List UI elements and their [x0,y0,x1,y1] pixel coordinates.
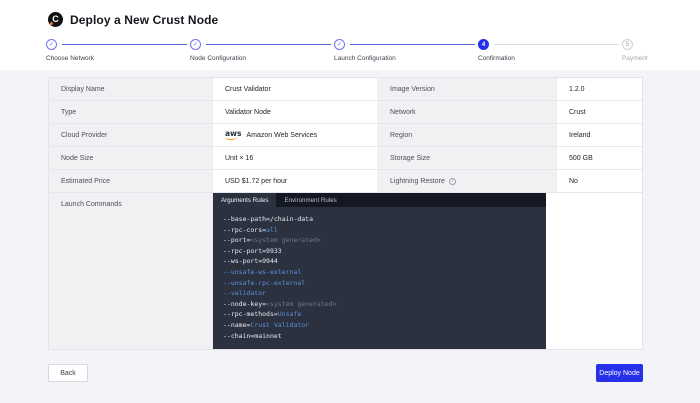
code-body: --base-path=/chain-data --rpc-cors=all --p… [213,207,546,350]
step-payment-label: Payment [622,55,648,62]
code-line: --unsafe-rpc-external [223,278,306,287]
stepper-connector-3 [350,44,475,45]
code-line: --name=Crust Validator [223,320,310,329]
row-value-estimated-price: USD $1.72 per hour [213,170,378,192]
code-line: --base-path=/chain-data [223,215,314,223]
row-label-display-name: Display Name [49,78,213,100]
step-confirmation-icon[interactable]: 4 [478,39,489,50]
cloud-provider-name: Amazon Web Services [246,131,318,139]
code-line: --chain=mainnet [223,331,282,340]
page-title: Deploy a New Crust Node [70,12,219,27]
code-line: --node-key=<system generated> [223,299,337,308]
confirmation-table: Display Name Crust Validator Image Versi… [48,77,643,351]
stepper-connector-2 [206,44,331,45]
code-line: --rpc-methods=Unsafe [223,310,302,319]
row-value-cloud-provider: aws Amazon Web Services [213,124,378,146]
table-row: Cloud Provider aws Amazon Web Services R… [49,124,642,147]
step-choose-network-icon[interactable]: ✓ [46,39,57,50]
table-row: Display Name Crust Validator Image Versi… [49,78,642,101]
row-value-type: Validator Node [213,101,378,123]
stepper-connector-4 [494,44,619,45]
code-line: --port=<system generated> [223,236,321,245]
row-label-region: Region [378,124,557,146]
row-label-node-size: Node Size [49,147,213,169]
step-node-configuration-label: Node Configuration [190,55,247,62]
row-value-network: Crust [557,101,642,123]
info-icon[interactable]: i [448,177,456,185]
step-payment-icon[interactable]: 5 [622,39,633,50]
stepper: ✓ Choose Network ✓ Node Configuration ✓ … [0,36,700,66]
code-line: --rpc-cors=all [223,225,278,234]
step-choose-network-label: Choose Network [46,55,95,62]
tab-arguments-rules[interactable]: Arguments Rules [213,193,277,207]
code-tabs: Arguments Rules Environment Rules [213,193,546,207]
code-panel: Arguments Rules Environment Rules --base… [213,193,546,350]
aws-logo-icon: aws [225,129,242,140]
step-launch-configuration-icon[interactable]: ✓ [334,39,345,50]
tab-environment-rules[interactable]: Environment Rules [284,196,337,204]
code-line: --validator [223,289,267,298]
crust-logo-icon: C [48,12,63,27]
table-row: Estimated Price USD $1.72 per hour Light… [49,170,642,193]
row-label-estimated-price: Estimated Price [49,170,213,192]
row-label-launch-commands: Launch Commands [49,193,213,350]
step-launch-configuration-label: Launch Configuration [334,55,396,62]
back-button[interactable]: Back [48,364,88,382]
row-value-region: Ireland [557,124,642,146]
title-row: C Deploy a New Crust Node [48,12,218,27]
row-label-storage-size: Storage Size [378,147,557,169]
row-label-lightning-restore: Lightning Restore i [378,170,557,192]
row-value-display-name: Crust Validator [213,78,378,100]
code-line: --unsafe-ws-external [223,267,302,276]
row-value-lightning-restore: No [557,170,642,192]
code-line: --ws-port=9944 [223,257,278,266]
step-confirmation-label: Confirmation [478,55,515,62]
row-value-node-size: Unit × 16 [213,147,378,169]
table-row: Type Validator Node Network Crust [49,101,642,124]
table-row-launch-commands: Launch Commands Arguments Rules Environm… [49,193,642,350]
deploy-node-button[interactable]: Deploy Node [596,364,643,382]
row-label-image-version: Image Version [378,78,557,100]
header: C Deploy a New Crust Node ✓ Choose Netwo… [0,0,700,70]
row-label-cloud-provider: Cloud Provider [49,124,213,146]
stepper-connector-1 [62,44,187,45]
row-value-image-version: 1.2.0 [557,78,642,100]
code-line: --rpc-port=9933 [223,246,282,255]
launch-commands-cell: Arguments Rules Environment Rules --base… [213,193,642,350]
row-label-type: Type [49,101,213,123]
row-value-storage-size: 500 GB [557,147,642,169]
step-node-configuration-icon[interactable]: ✓ [190,39,201,50]
crust-logo-letter: C [52,14,59,24]
crust-logo-accent [50,22,53,25]
row-label-network: Network [378,101,557,123]
table-row: Node Size Unit × 16 Storage Size 500 GB [49,147,642,170]
